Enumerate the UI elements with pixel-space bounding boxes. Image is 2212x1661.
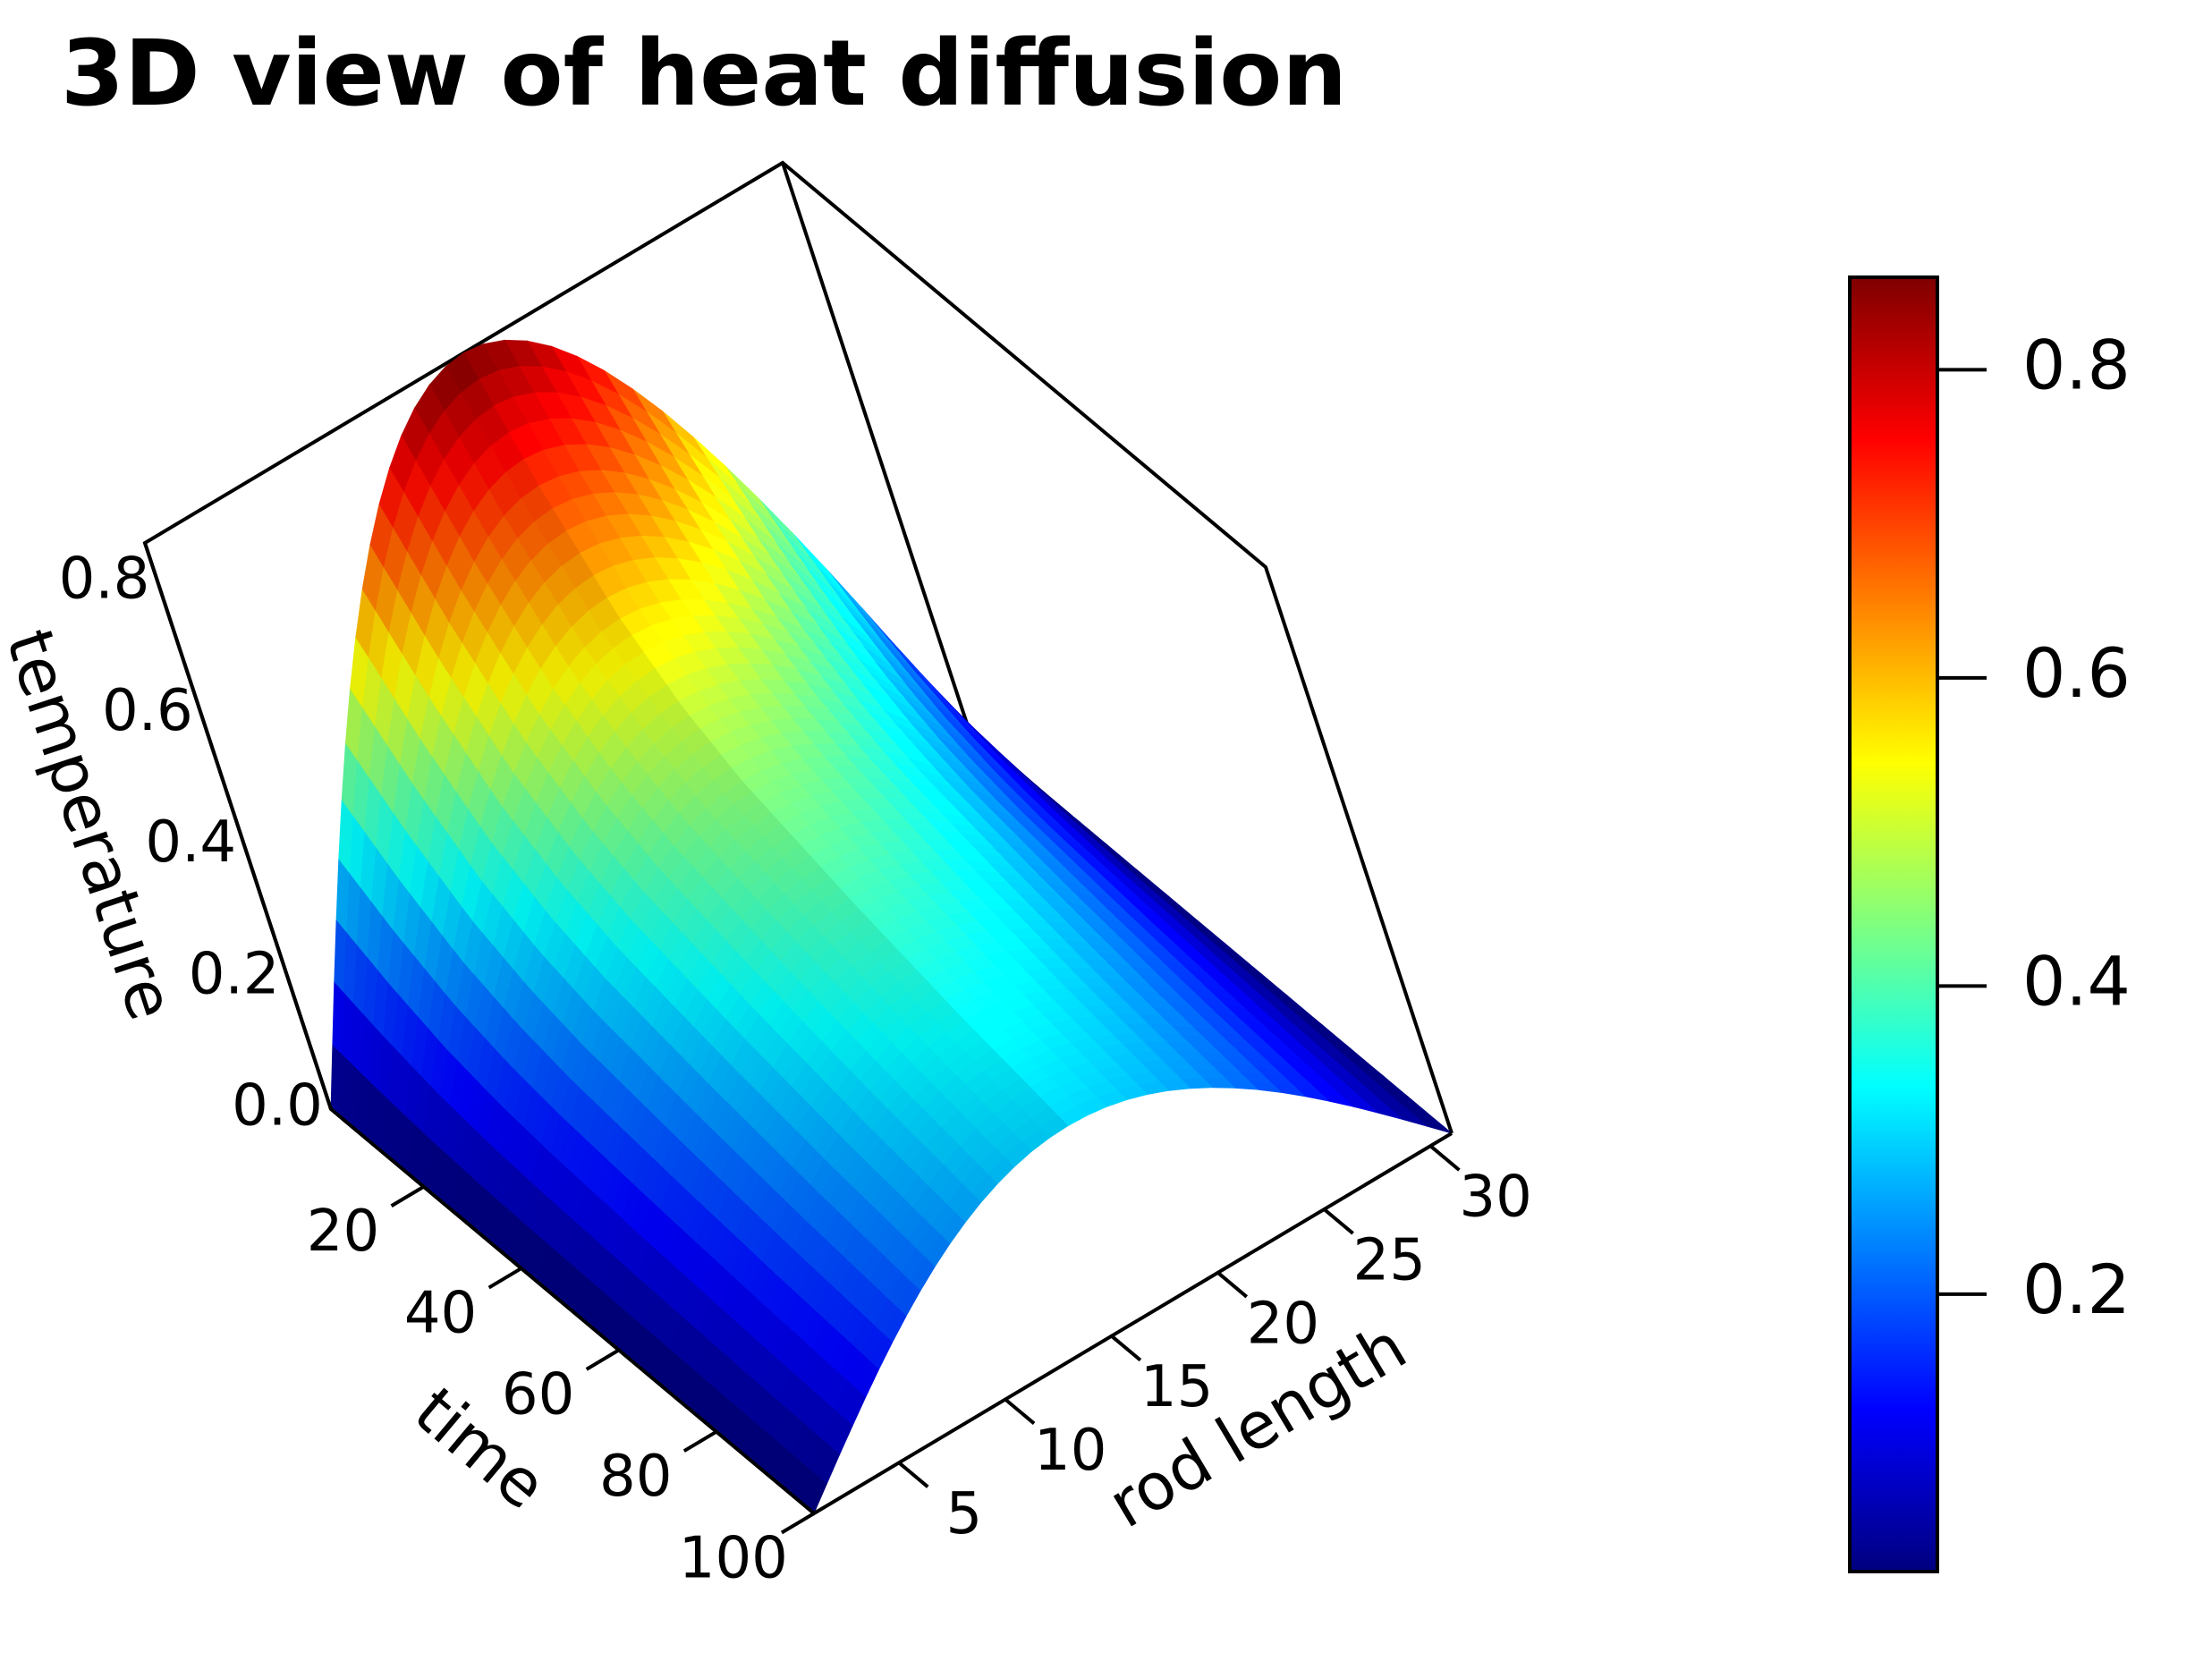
time-axis-tick [780,1512,816,1535]
rod-length-axis-tick [1323,1208,1354,1235]
heat-surface [330,339,1453,1514]
time-axis-tick-label: 80 [599,1444,672,1510]
colorbar-tick-label: 0.4 [2022,941,2131,1021]
temperature-axis-tick-label: 0.8 [59,547,150,613]
rod-length-axis-tick-label: 20 [1247,1291,1319,1357]
time-axis-tick-label: 60 [502,1362,574,1428]
temperature-axis-tick-label: 0.0 [232,1073,323,1140]
rod-length-axis-tick-label: 10 [1034,1418,1106,1484]
colorbar-tick-label: 0.8 [2022,325,2131,404]
rod-length-axis-tick [1110,1335,1142,1362]
colorbar-tick-label: 0.6 [2022,633,2131,713]
rod-length-axis-tick [1428,1144,1461,1172]
rod-length-axis-tick-label: 30 [1459,1165,1531,1231]
chart-title: 3D view of heat diffusion [61,21,1347,127]
rod-length-axis-tick-label: 25 [1353,1228,1426,1294]
colorbar: 0.2 0.4 0.6 0.8 [1848,275,2131,1573]
rod-length-axis-tick [897,1461,929,1488]
time-axis-tick-label: 100 [679,1525,788,1591]
time-axis-tick [682,1429,717,1453]
box-outline-front [143,542,1453,1516]
time-axis-tick-label: 20 [307,1199,379,1265]
time-axis-tick-label: 40 [404,1280,477,1346]
temperature-axis-tick-label: 0.4 [145,809,236,876]
time-axis-tick [585,1348,620,1371]
colorbar-tick-label: 0.2 [2022,1250,2131,1329]
box-back-vertical-edge [781,162,970,730]
time-axis-tick [390,1185,425,1208]
rod-length-axis-tick [1216,1271,1249,1299]
colorbar-ticks: 0.2 0.4 0.6 0.8 [1937,325,2131,1329]
time-axis-tick [487,1267,522,1290]
rod-length-axis-tick [1004,1397,1036,1425]
rod-length-axis-tick-label: 15 [1140,1354,1213,1420]
rod-length-axis-tick-label: 5 [946,1481,983,1547]
temperature-axis-tick-label: 0.2 [189,941,280,1007]
colorbar-bar [1848,275,1939,1573]
temperature-axis-tick-label: 0.6 [102,678,193,744]
